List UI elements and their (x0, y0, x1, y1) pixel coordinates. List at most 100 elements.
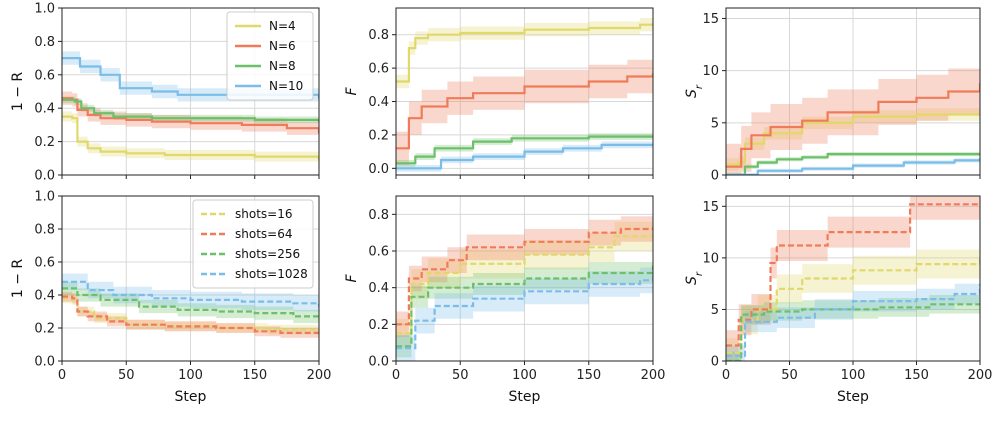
x-axis-label-p11: Step (509, 389, 541, 405)
plot-area-p02 (726, 60, 980, 175)
band-p10-3 (62, 273, 319, 315)
legend-label: shots=64 (235, 227, 292, 241)
ytick-label: 0.4 (368, 281, 389, 296)
xtick-label: 100 (512, 368, 537, 383)
plot-area-p10 (62, 273, 319, 340)
plot-area-p01 (396, 16, 653, 172)
x-axis-label-p10: Step (175, 389, 207, 405)
band-p02-2 (726, 152, 980, 175)
band-p12-3 (726, 273, 980, 361)
band-p10-0 (62, 293, 319, 337)
subplot-p12: 0 50 100 150 200 0 5 10 15 Sr Step (684, 195, 993, 405)
ytick-label: 0.8 (368, 28, 389, 43)
series-line-p01-0 (396, 23, 653, 83)
xtick-label: 50 (781, 368, 798, 383)
xtick-label: 0 (58, 368, 66, 383)
legend-box (192, 199, 314, 289)
ytick-label: 0.8 (34, 223, 55, 238)
ytick-label: 0.2 (34, 322, 55, 337)
ytick-label: 0 (711, 169, 719, 184)
ytick-label: 0.4 (34, 102, 55, 117)
series-line-p01-2 (396, 135, 653, 165)
ytick-label: 15 (702, 200, 719, 215)
series-line-p00-0 (62, 115, 319, 160)
subplot-p11: 0 50 100 150 200 0.0 0.2 0.4 0.6 0.8 F Step (344, 195, 666, 405)
ytick-label: 0.6 (368, 62, 389, 77)
xtick-label: 200 (968, 368, 993, 383)
series-line-p12-1 (726, 203, 980, 347)
ytick-label: 0.0 (34, 355, 55, 370)
xtick-label: 100 (841, 368, 866, 383)
band-p12-1 (726, 196, 980, 361)
series-line-p12-2 (726, 303, 980, 361)
band-p10-2 (62, 281, 319, 327)
legend-p00: N=4 N=6 N=8 N=10 (226, 11, 314, 101)
band-p00-1 (62, 91, 319, 140)
legend-label: shots=256 (235, 247, 300, 261)
ytick-label: 1.0 (34, 2, 55, 17)
ytick-label: 0.8 (34, 35, 55, 50)
xtick-label: 150 (576, 368, 601, 383)
xtick-label: 200 (307, 368, 332, 383)
y-axis-label-p02: Sr (684, 84, 705, 98)
series-line-p02-1 (726, 83, 980, 168)
band-p10-1 (62, 291, 319, 340)
xtick-label: 50 (452, 368, 469, 383)
ytick-label: 0 (711, 355, 719, 370)
series-line-p11-0 (396, 232, 653, 335)
series-line-p01-1 (396, 73, 653, 150)
series-line-p11-3 (396, 273, 653, 350)
subplot-p02: 0 5 10 15 Sr (684, 7, 981, 184)
xtick-label: 0 (392, 368, 400, 383)
legend-label: N=8 (269, 59, 296, 73)
plot-area-p11 (396, 214, 653, 361)
ytick-label: 0.2 (368, 318, 389, 333)
x-axis-label-p12: Step (837, 389, 869, 405)
subplot-p10: 0 50 100 150 200 0.0 0.2 0.4 0.6 0.8 1.0 1 − R Step s… (10, 190, 331, 406)
series-line-p00-2 (62, 98, 319, 122)
ytick-label: 10 (702, 251, 719, 266)
ytick-label: 0.2 (368, 128, 389, 143)
y-axis-label-p00: 1 − R (10, 72, 26, 112)
legend-label: N=10 (269, 79, 303, 93)
ytick-label: 5 (711, 116, 719, 131)
y-axis-label-p01: F (344, 87, 360, 96)
series-line-p10-2 (62, 287, 319, 320)
ytick-label: 0.6 (34, 68, 55, 83)
band-p11-1 (396, 214, 653, 338)
ytick-label: 0.4 (34, 289, 55, 304)
ytick-label: 0.4 (368, 95, 389, 110)
ytick-label: 10 (702, 64, 719, 79)
ytick-label: 0.6 (368, 245, 389, 260)
band-p11-2 (396, 254, 653, 358)
y-axis-label-p11: F (344, 274, 360, 283)
series-line-p11-1 (396, 227, 653, 326)
legend-label: N=6 (269, 39, 296, 53)
series-line-p10-3 (62, 280, 319, 307)
xtick-label: 200 (641, 368, 666, 383)
legend-label: shots=16 (235, 207, 292, 221)
band-p12-0 (726, 243, 980, 361)
y-axis-label-p10: 1 − R (10, 259, 26, 299)
ytick-label: 0.0 (368, 162, 389, 177)
series-line-p11-2 (396, 265, 653, 348)
legend-label: shots=1028 (235, 267, 308, 281)
series-line-p00-1 (62, 97, 319, 134)
ytick-label: 5 (711, 303, 719, 318)
series-line-p12-3 (726, 283, 980, 357)
subplot-p00: 0.0 0.2 0.4 0.6 0.8 1.0 1 − R N=4 N=6 N=8 N=10 (10, 2, 320, 184)
legend-p10: shots=16 shots=64 shots=256 shots=1028 (192, 199, 314, 289)
subplot-p01: 0.0 0.2 0.4 0.6 0.8 F (344, 7, 654, 179)
series-line-p02-2 (726, 153, 980, 175)
ytick-label: 15 (702, 12, 719, 27)
ytick-label: 0.0 (34, 169, 55, 184)
xtick-label: 100 (178, 368, 203, 383)
series-line-p01-3 (396, 143, 653, 170)
xtick-label: 150 (904, 368, 929, 383)
xtick-label: 50 (118, 368, 135, 383)
y-axis-label-p12: Sr (684, 271, 705, 285)
series-line-p02-0 (726, 113, 980, 166)
series-line-p10-1 (62, 295, 319, 335)
ytick-label: 0.8 (368, 208, 389, 223)
